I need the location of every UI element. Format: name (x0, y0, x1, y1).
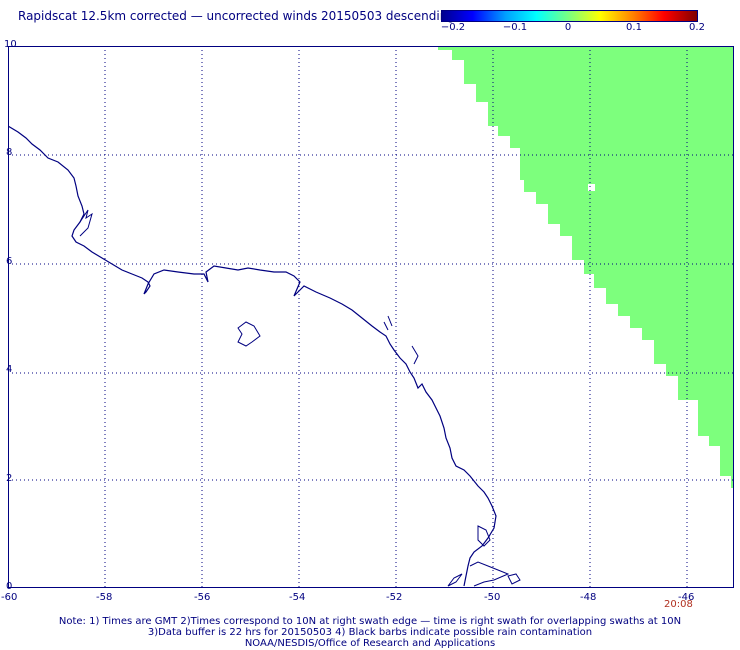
lon-tick-label: -52 (386, 592, 403, 603)
lon-tick-label: -54 (289, 592, 306, 603)
coastline-detail (79, 209, 521, 587)
lat-tick-label: 4 (6, 364, 13, 375)
swath-gap (588, 184, 595, 191)
lat-tick-label: 0 (6, 581, 13, 592)
colorbar-label-neg: −0.1 (502, 22, 528, 33)
time-label: 20:08 (664, 599, 693, 610)
colorbar-label-pos: 0.1 (626, 22, 642, 33)
lat-tick-label: 2 (6, 473, 13, 484)
lat-tick-label: 6 (6, 256, 13, 267)
note-line-2: 3)Data buffer is 22 hrs for 20150503 4) … (147, 627, 593, 638)
grid-lines (8, 46, 734, 588)
lat-tick-label: 10 (4, 39, 17, 50)
map-plot (8, 46, 734, 588)
lon-tick-label: -50 (484, 592, 501, 603)
lon-tick-label: -46 (678, 592, 695, 603)
lon-tick-label: -58 (96, 592, 113, 603)
map-title: Rapidscat 12.5km corrected — uncorrected… (18, 9, 455, 23)
coastline (8, 125, 497, 587)
lon-tick-label: -60 (1, 592, 18, 603)
lon-tick-label: -48 (580, 592, 597, 603)
colorbar-label-max: 0.2 (689, 22, 705, 33)
lat-tick-label: 8 (6, 147, 13, 158)
lon-tick-label: -56 (194, 592, 211, 603)
colorbar-label-zero: 0 (564, 22, 572, 33)
plot-frame (8, 46, 734, 588)
note-line-1: Note: 1) Times are GMT 2)Times correspon… (58, 616, 682, 627)
swath-area (438, 46, 734, 488)
colorbar-label-min: −0.2 (440, 22, 466, 33)
note-line-3: NOAA/NESDIS/Office of Research and Appli… (244, 638, 496, 649)
colorbar (441, 10, 698, 22)
